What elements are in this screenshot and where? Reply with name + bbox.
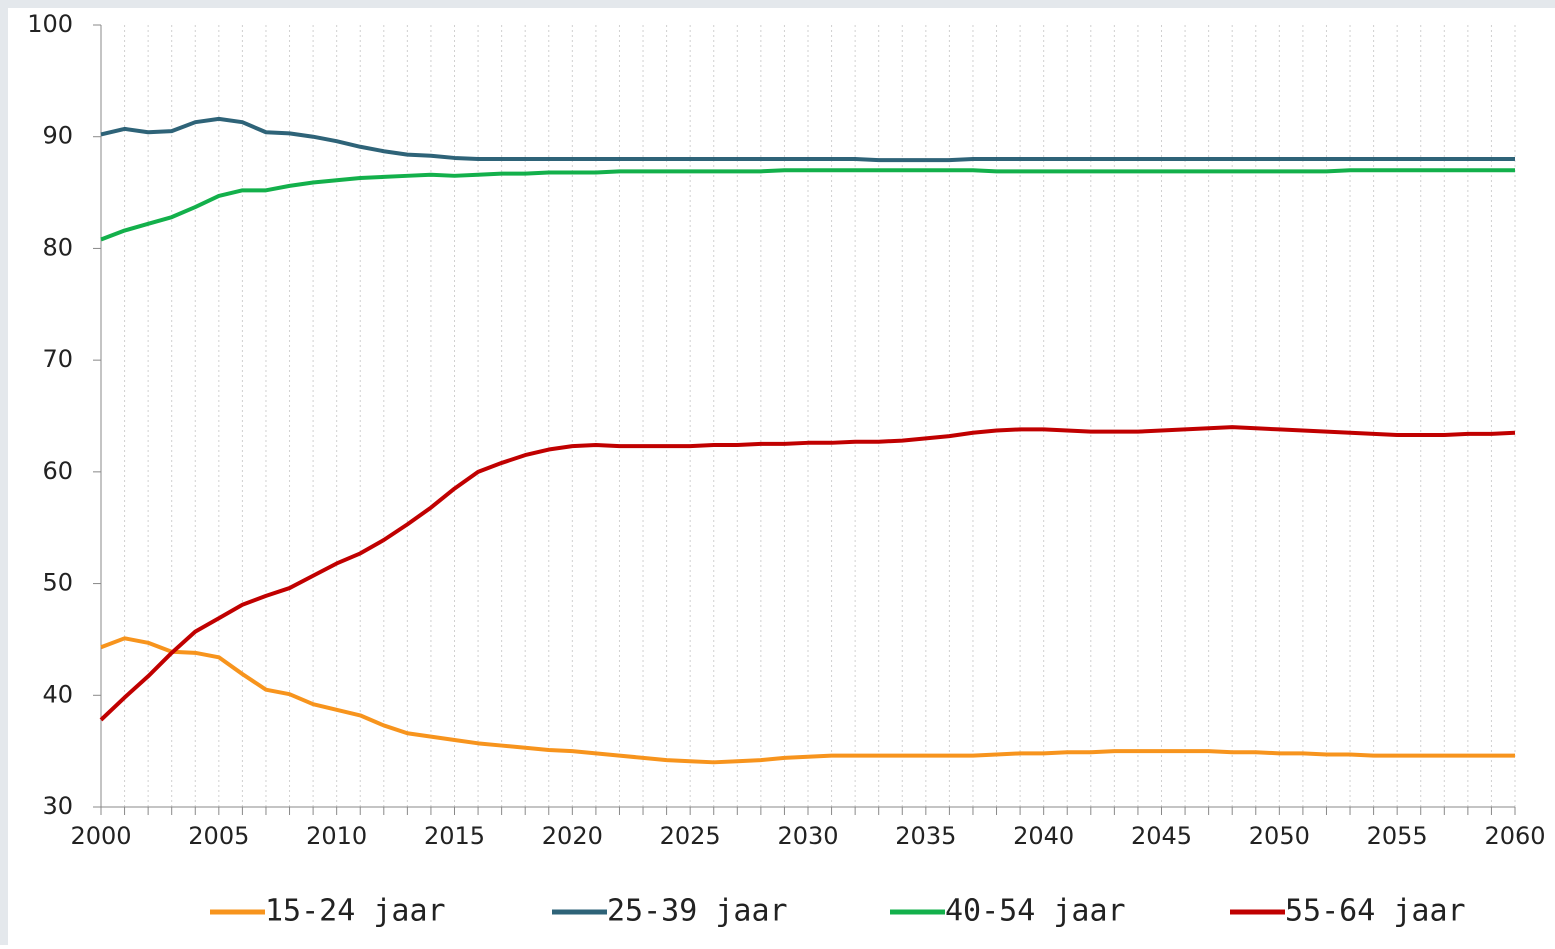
legend-label: 40-54 jaar (945, 894, 1126, 929)
y-tick-label: 100 (27, 10, 73, 38)
y-tick-label: 50 (42, 569, 73, 597)
x-tick-label: 2010 (306, 822, 367, 850)
x-tick-label: 2000 (70, 822, 131, 850)
y-tick-label: 60 (42, 457, 73, 485)
series-line (100, 636, 1515, 765)
series-line (100, 116, 1515, 163)
x-tick-label: 2005 (188, 822, 249, 850)
y-tick-label: 80 (42, 233, 73, 261)
y-tick-label: 30 (42, 792, 73, 820)
x-tick-label: 2030 (777, 822, 838, 850)
y-tick-label: 70 (42, 345, 73, 373)
x-tick-label: 2055 (1367, 822, 1428, 850)
x-tick-label: 2050 (1249, 822, 1310, 850)
x-tick-label: 2035 (895, 822, 956, 850)
series-line (100, 168, 1515, 242)
x-tick-label: 2040 (1013, 822, 1074, 850)
x-tick-label: 2060 (1484, 822, 1545, 850)
legend-label: 55-64 jaar (1285, 894, 1466, 929)
series-line (99, 425, 1516, 722)
legend-label: 15-24 jaar (265, 894, 446, 929)
x-tick-label: 2025 (660, 822, 721, 850)
x-tick-label: 2015 (424, 822, 485, 850)
y-tick-label: 40 (42, 680, 73, 708)
legend-label: 25-39 jaar (607, 894, 788, 929)
x-tick-label: 2020 (542, 822, 603, 850)
x-tick-label: 2045 (1131, 822, 1192, 850)
chart-area (8, 8, 1555, 945)
y-tick-label: 90 (42, 122, 73, 150)
